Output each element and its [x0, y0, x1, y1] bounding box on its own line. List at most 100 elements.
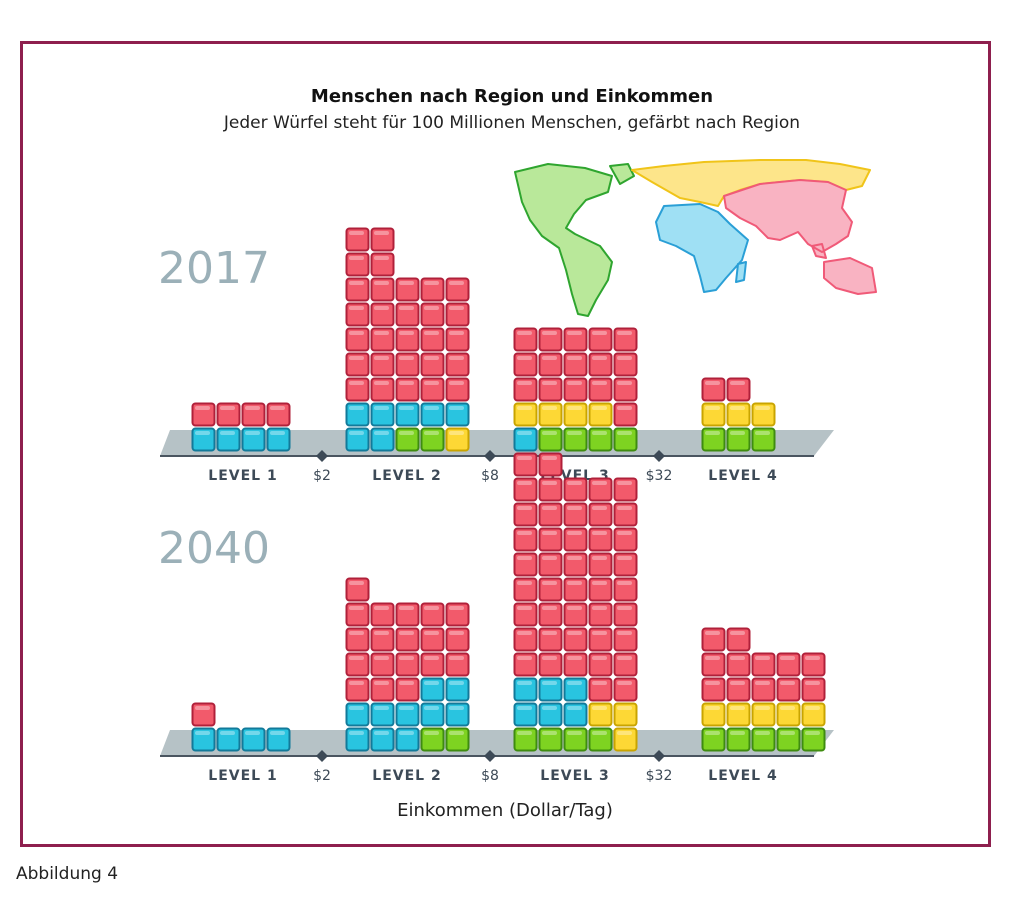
cube [513, 577, 538, 602]
cube [345, 227, 370, 252]
level-label: LEVEL 1 [208, 468, 277, 484]
cube [513, 427, 538, 452]
x-axis-label: Einkommen (Dollar/Tag) [397, 800, 613, 821]
cube [191, 727, 216, 752]
cube [538, 527, 563, 552]
cube [588, 402, 613, 427]
cube [513, 352, 538, 377]
cube [538, 727, 563, 752]
cube [445, 277, 470, 302]
cube [613, 477, 638, 502]
cube [726, 652, 751, 677]
map-asia [723, 179, 877, 295]
cube [563, 477, 588, 502]
cube [613, 352, 638, 377]
cube [726, 402, 751, 427]
cube [420, 627, 445, 652]
cube [420, 427, 445, 452]
cube [370, 702, 395, 727]
cube [563, 727, 588, 752]
cube [420, 302, 445, 327]
threshold-marker [316, 450, 328, 462]
cube [538, 452, 563, 477]
cube [445, 302, 470, 327]
cube [395, 652, 420, 677]
cube [445, 377, 470, 402]
platform [160, 730, 834, 756]
cube [538, 502, 563, 527]
cube [445, 627, 470, 652]
cube [726, 377, 751, 402]
level-label: LEVEL 1 [208, 768, 277, 784]
cube [588, 727, 613, 752]
cube [420, 702, 445, 727]
cube [513, 702, 538, 727]
cube [701, 652, 726, 677]
cube [538, 702, 563, 727]
cube [370, 227, 395, 252]
cube [266, 727, 291, 752]
cube [216, 727, 241, 752]
platform [160, 430, 834, 456]
cube [395, 727, 420, 752]
cube [538, 552, 563, 577]
cube [538, 427, 563, 452]
threshold-marker [316, 750, 328, 762]
cube [345, 327, 370, 352]
cube [538, 577, 563, 602]
cube [345, 577, 370, 602]
level-label: LEVEL 4 [708, 468, 777, 484]
cube [445, 427, 470, 452]
cube [751, 702, 776, 727]
cube [445, 327, 470, 352]
cube [370, 602, 395, 627]
cube [588, 477, 613, 502]
cube [395, 677, 420, 702]
cube [701, 702, 726, 727]
cube [445, 727, 470, 752]
cube [776, 727, 801, 752]
cube [776, 652, 801, 677]
cube [513, 377, 538, 402]
cube [726, 627, 751, 652]
cube [563, 577, 588, 602]
cube [513, 652, 538, 677]
cube [701, 377, 726, 402]
cube [613, 702, 638, 727]
cube [345, 402, 370, 427]
threshold-label: $32 [646, 468, 673, 484]
cube [395, 277, 420, 302]
cube [370, 377, 395, 402]
map-africa [655, 203, 749, 293]
cube [420, 327, 445, 352]
threshold-label: $8 [481, 768, 499, 784]
cube [370, 252, 395, 277]
cube [726, 702, 751, 727]
cube [563, 552, 588, 577]
cube [751, 727, 776, 752]
cube [420, 352, 445, 377]
level-label: LEVEL 2 [372, 768, 441, 784]
cube [563, 702, 588, 727]
cube [513, 677, 538, 702]
cube [751, 652, 776, 677]
year-label: 2040 [158, 523, 270, 574]
cube [726, 427, 751, 452]
level-label: LEVEL 4 [708, 768, 777, 784]
cube [420, 377, 445, 402]
cube [588, 502, 613, 527]
threshold-label: $8 [481, 468, 499, 484]
cube [538, 377, 563, 402]
cube [613, 377, 638, 402]
cube [445, 652, 470, 677]
cube [395, 702, 420, 727]
cube [345, 277, 370, 302]
threshold-marker [653, 450, 665, 462]
cube [445, 402, 470, 427]
cube [538, 652, 563, 677]
cube [420, 277, 445, 302]
cube [538, 352, 563, 377]
cube [445, 352, 470, 377]
